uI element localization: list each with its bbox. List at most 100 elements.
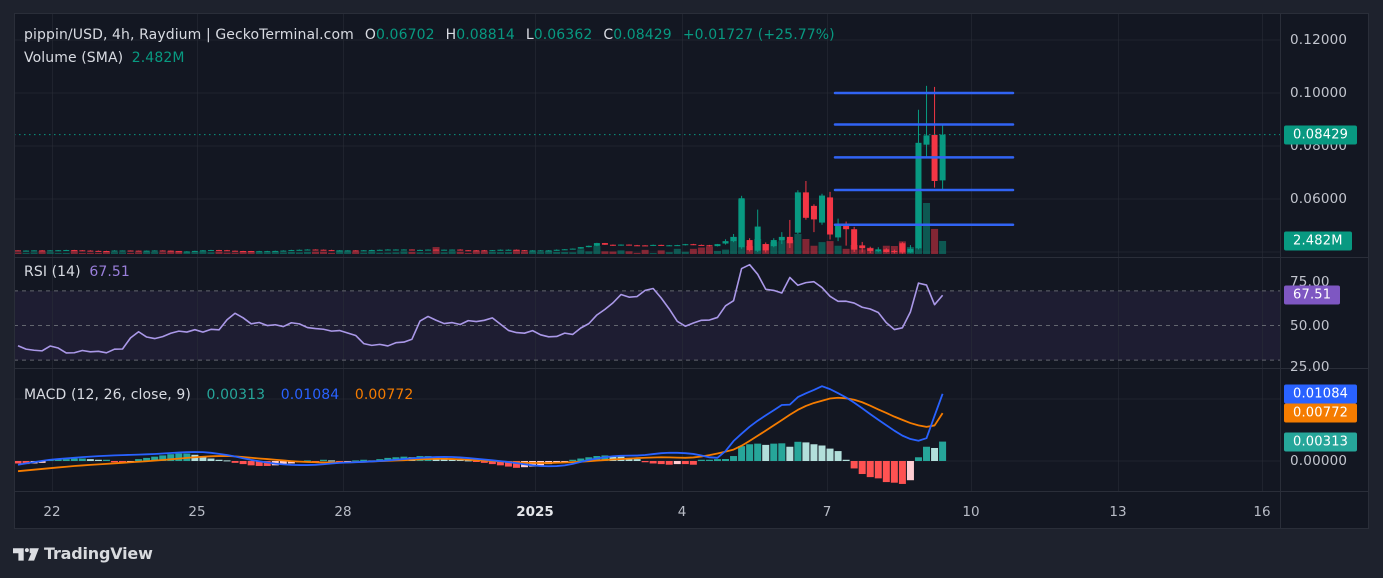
candle-body — [915, 142, 922, 249]
volume-bar — [713, 250, 721, 254]
volume-bar — [223, 252, 231, 254]
macd-histogram-bar — [175, 453, 183, 461]
time-tick-label: 16 — [1253, 504, 1271, 520]
macd-histogram-bar — [167, 454, 175, 461]
volume-bar — [360, 252, 368, 254]
candle-body — [545, 250, 552, 252]
candle-body — [296, 249, 303, 251]
volume-bar — [480, 251, 488, 254]
candle-body — [690, 244, 697, 246]
candle-body — [569, 248, 576, 250]
volume-bar — [159, 252, 167, 254]
rsi-tick-label: 25.00 — [1290, 359, 1330, 375]
volume-legend[interactable]: Volume (SMA) 2.482M — [24, 50, 185, 66]
macd-histogram-bar — [738, 446, 746, 461]
macd-histogram-bar — [609, 456, 617, 461]
volume-bar — [834, 245, 842, 254]
volume-bar — [601, 251, 609, 254]
macd-histogram-bar — [207, 458, 215, 461]
candle-body — [626, 244, 633, 246]
macd-histogram-bar — [504, 461, 512, 467]
macd-histogram-bar — [135, 459, 143, 461]
price-tick-label: 0.10000 — [1290, 85, 1348, 101]
macd-legend[interactable]: MACD (12, 26, close, 9) 0.00313 0.01084 … — [24, 387, 413, 403]
macd-histogram-bar — [834, 451, 842, 461]
candle-body — [336, 250, 343, 252]
volume-bar — [521, 251, 529, 254]
candle-body — [417, 249, 423, 251]
macd-histogram-bar — [770, 443, 778, 461]
macd-histogram-bar — [810, 444, 818, 461]
volume-bar — [488, 252, 496, 254]
volume-bar — [287, 251, 295, 254]
macd-histogram-bar — [722, 459, 730, 461]
candle-body — [714, 244, 721, 247]
macd-histogram-bar — [665, 461, 673, 465]
volume-bar — [561, 252, 569, 254]
candle-body — [95, 250, 102, 252]
candle-body — [923, 135, 930, 145]
macd-histogram-bar — [931, 447, 939, 461]
volume-bar — [151, 252, 159, 254]
macd-histogram-bar — [923, 446, 931, 461]
macd-histogram-bar — [472, 461, 480, 462]
candle-body — [867, 248, 874, 251]
macd-histogram-bar — [320, 459, 328, 461]
candle-body — [63, 250, 70, 252]
volume-bar — [529, 251, 537, 254]
volume-bar — [464, 253, 472, 254]
macd-histogram-bar — [577, 458, 585, 461]
symbol-legend[interactable]: pippin/USD, 4h, Raydium | GeckoTerminal.… — [24, 27, 835, 43]
candle-body — [312, 249, 319, 251]
candle-body — [71, 250, 78, 252]
price-tick-label: 0.12000 — [1290, 32, 1348, 48]
macd-histogram-bar — [70, 458, 78, 461]
volume-bar — [794, 233, 802, 254]
candle-body — [859, 245, 866, 249]
price-tick-label: 0.06000 — [1290, 191, 1348, 207]
volume-bar — [384, 252, 392, 254]
volume-bar — [665, 252, 673, 254]
volume-bar — [818, 242, 826, 254]
volume-bar — [577, 249, 585, 254]
candle-body — [843, 225, 850, 230]
candle-body — [907, 248, 914, 253]
candle-body — [47, 250, 54, 252]
candle-body — [288, 250, 295, 252]
candle-body — [537, 250, 544, 252]
ohlc-h-value: 0.08814 — [456, 27, 515, 43]
volume-bar — [86, 252, 94, 254]
candle-body — [682, 244, 689, 246]
macd-axis-badge: 0.00772 — [1284, 403, 1358, 423]
ohlc-c: C0.08429 — [603, 27, 672, 43]
macd-histogram-bar — [38, 461, 46, 463]
macd-histogram-bar — [657, 461, 665, 465]
candle-body — [754, 226, 761, 251]
tradingview-attribution[interactable]: TradingView — [13, 545, 153, 561]
candle-body — [561, 249, 568, 251]
pane-background — [14, 13, 1369, 529]
volume-bar — [70, 250, 78, 254]
candle-body — [585, 245, 592, 248]
candle-body — [159, 250, 166, 252]
volume-bar — [22, 252, 30, 254]
macd-histogram-bar — [681, 461, 689, 465]
macd-label: MACD — [24, 387, 67, 403]
volume-bar — [376, 252, 384, 254]
volume-bar — [231, 252, 239, 254]
volume-bar — [770, 242, 778, 254]
volume-bar — [46, 252, 54, 254]
macd-histogram-bar — [328, 460, 336, 462]
volume-bar — [512, 249, 520, 254]
candle-body — [802, 192, 809, 218]
candle-body — [674, 245, 681, 247]
candle-body — [264, 251, 271, 253]
macd-histogram-bar — [866, 461, 874, 478]
volume-bar — [440, 252, 448, 254]
rsi-legend[interactable]: RSI (14) 67.51 — [24, 264, 130, 280]
volume-bar — [127, 252, 135, 254]
volume-bar — [215, 251, 223, 254]
volume-bar — [673, 248, 681, 254]
